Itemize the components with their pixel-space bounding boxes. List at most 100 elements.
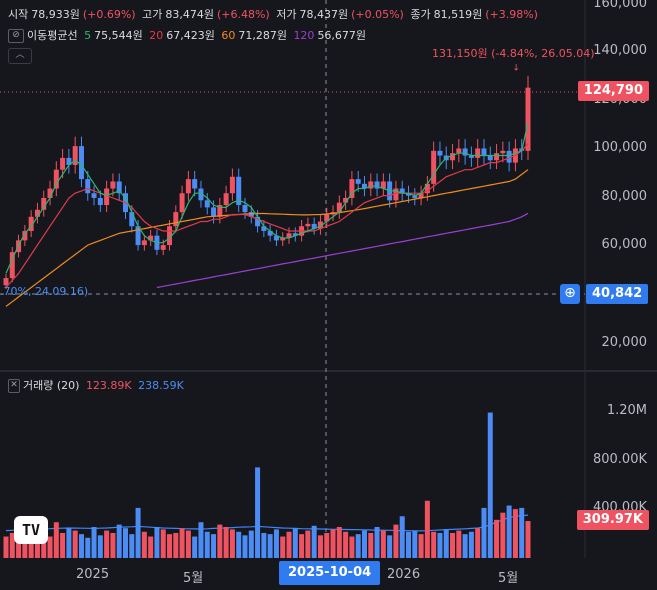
moving-averages	[5, 122, 529, 532]
volume-bar	[198, 522, 204, 558]
close-icon[interactable]: ✕	[8, 379, 20, 393]
candle-body	[53, 169, 59, 189]
grid	[0, 0, 657, 560]
candle-body	[9, 252, 15, 279]
candle-body	[286, 233, 292, 239]
ma60-line	[5, 169, 529, 307]
volume-bar	[406, 531, 412, 558]
candle-body	[380, 181, 386, 189]
volume-bar	[223, 527, 229, 558]
ma60-value: 71,287원	[238, 29, 287, 42]
low-change: (+0.05%)	[351, 8, 404, 21]
collapse-legend-button[interactable]: ︿	[8, 48, 32, 64]
ma20-period: 20	[149, 29, 164, 42]
volume-bar	[160, 529, 166, 558]
volume-bar	[85, 537, 91, 558]
candle-body	[450, 153, 456, 161]
candle-body	[129, 212, 135, 227]
current-price-tag: 124,790	[577, 81, 649, 101]
ma-legend[interactable]: ⊘ 이동평균선 5 75,544원 20 67,423원 60 71,287원 120 5…	[8, 27, 369, 43]
volume-bar	[450, 532, 456, 558]
ma5-value: 75,544원	[94, 29, 143, 42]
add-alert-button[interactable]: ⊕	[560, 284, 580, 304]
candle-body	[47, 188, 53, 198]
low-annotation: .70%, 24.09.16)	[0, 285, 89, 298]
candle-body	[28, 216, 34, 231]
volume-bar	[280, 536, 286, 558]
volume-bar	[72, 530, 78, 558]
volume-bar	[431, 531, 437, 558]
candle-body	[255, 216, 261, 227]
volume-bar	[173, 532, 179, 558]
candle-body	[424, 183, 430, 194]
volume-bar	[525, 521, 531, 558]
candle-body	[60, 157, 66, 170]
open-label: 시작	[8, 8, 29, 21]
volume-bar	[368, 532, 374, 558]
candle-body	[185, 179, 191, 194]
open-value: 78,933원	[31, 8, 80, 21]
candle-body	[104, 188, 110, 206]
volume-bar	[148, 536, 154, 558]
candle-body	[141, 240, 147, 246]
volume-bar	[487, 412, 493, 558]
volume-bar	[255, 467, 261, 558]
candle-body	[211, 207, 217, 217]
candle-body	[305, 223, 311, 227]
volume-bar	[167, 534, 173, 558]
candle-body	[361, 183, 367, 189]
candle-body	[229, 176, 235, 194]
candle-body	[72, 146, 78, 165]
volume-bar	[506, 505, 512, 558]
volume-bar	[3, 536, 9, 558]
low-label: 저가	[276, 8, 297, 21]
candle-body	[192, 179, 198, 189]
candle-body	[148, 235, 154, 241]
volume-value-1: 123.89K	[85, 379, 132, 392]
volume-bar	[468, 531, 474, 558]
volume-bar	[336, 527, 342, 558]
volume-bar	[267, 534, 273, 558]
candle-body	[217, 205, 223, 217]
close-value: 81,519원	[433, 8, 483, 21]
ma60-period: 60	[221, 29, 236, 42]
volume-bar	[349, 536, 355, 558]
volume-bar	[355, 534, 361, 558]
volume-bar	[512, 509, 518, 558]
close-change: (+3.98%)	[485, 8, 538, 21]
volume-bar	[66, 528, 72, 558]
volume-bar	[236, 531, 242, 558]
volume-bar	[418, 534, 424, 558]
volume-bar	[299, 534, 305, 558]
volume-bar	[28, 535, 34, 558]
candle-body	[248, 212, 254, 217]
high-marker-arrow: ↓	[512, 64, 520, 74]
volume-legend[interactable]: ✕ 거래량 (20) 123.89K 238.59K	[8, 377, 187, 393]
volume-bar	[361, 530, 367, 558]
crosshair-price-tag: 40,842	[586, 284, 649, 304]
candle-body	[481, 148, 487, 156]
x-tick: 5월	[183, 571, 204, 586]
y-tick: 140,000	[593, 43, 647, 58]
volume-bar	[374, 527, 380, 558]
candle-body	[468, 155, 474, 158]
volume-bar	[185, 530, 191, 558]
ohlc-header: 시작 78,933원 (+0.69%) 고가 83,474원 (+6.48%) 저가 78…	[8, 6, 541, 22]
volume-value-2: 238.59K	[138, 379, 184, 392]
candle-body	[78, 146, 84, 180]
candle-body	[368, 181, 374, 189]
candle-body	[494, 153, 500, 161]
candle-body	[311, 223, 317, 229]
volume-bar	[330, 529, 336, 558]
visibility-icon[interactable]: ⊘	[8, 29, 24, 43]
tradingview-logo[interactable]: TV	[14, 516, 48, 544]
x-tick: 5월	[498, 571, 519, 586]
candle-body	[506, 150, 512, 163]
candle-body	[412, 195, 418, 198]
volume-bar	[324, 532, 330, 558]
candle-body	[173, 212, 179, 227]
volume-bar	[380, 530, 386, 558]
candle-body	[160, 245, 166, 250]
candle-body	[431, 150, 437, 184]
